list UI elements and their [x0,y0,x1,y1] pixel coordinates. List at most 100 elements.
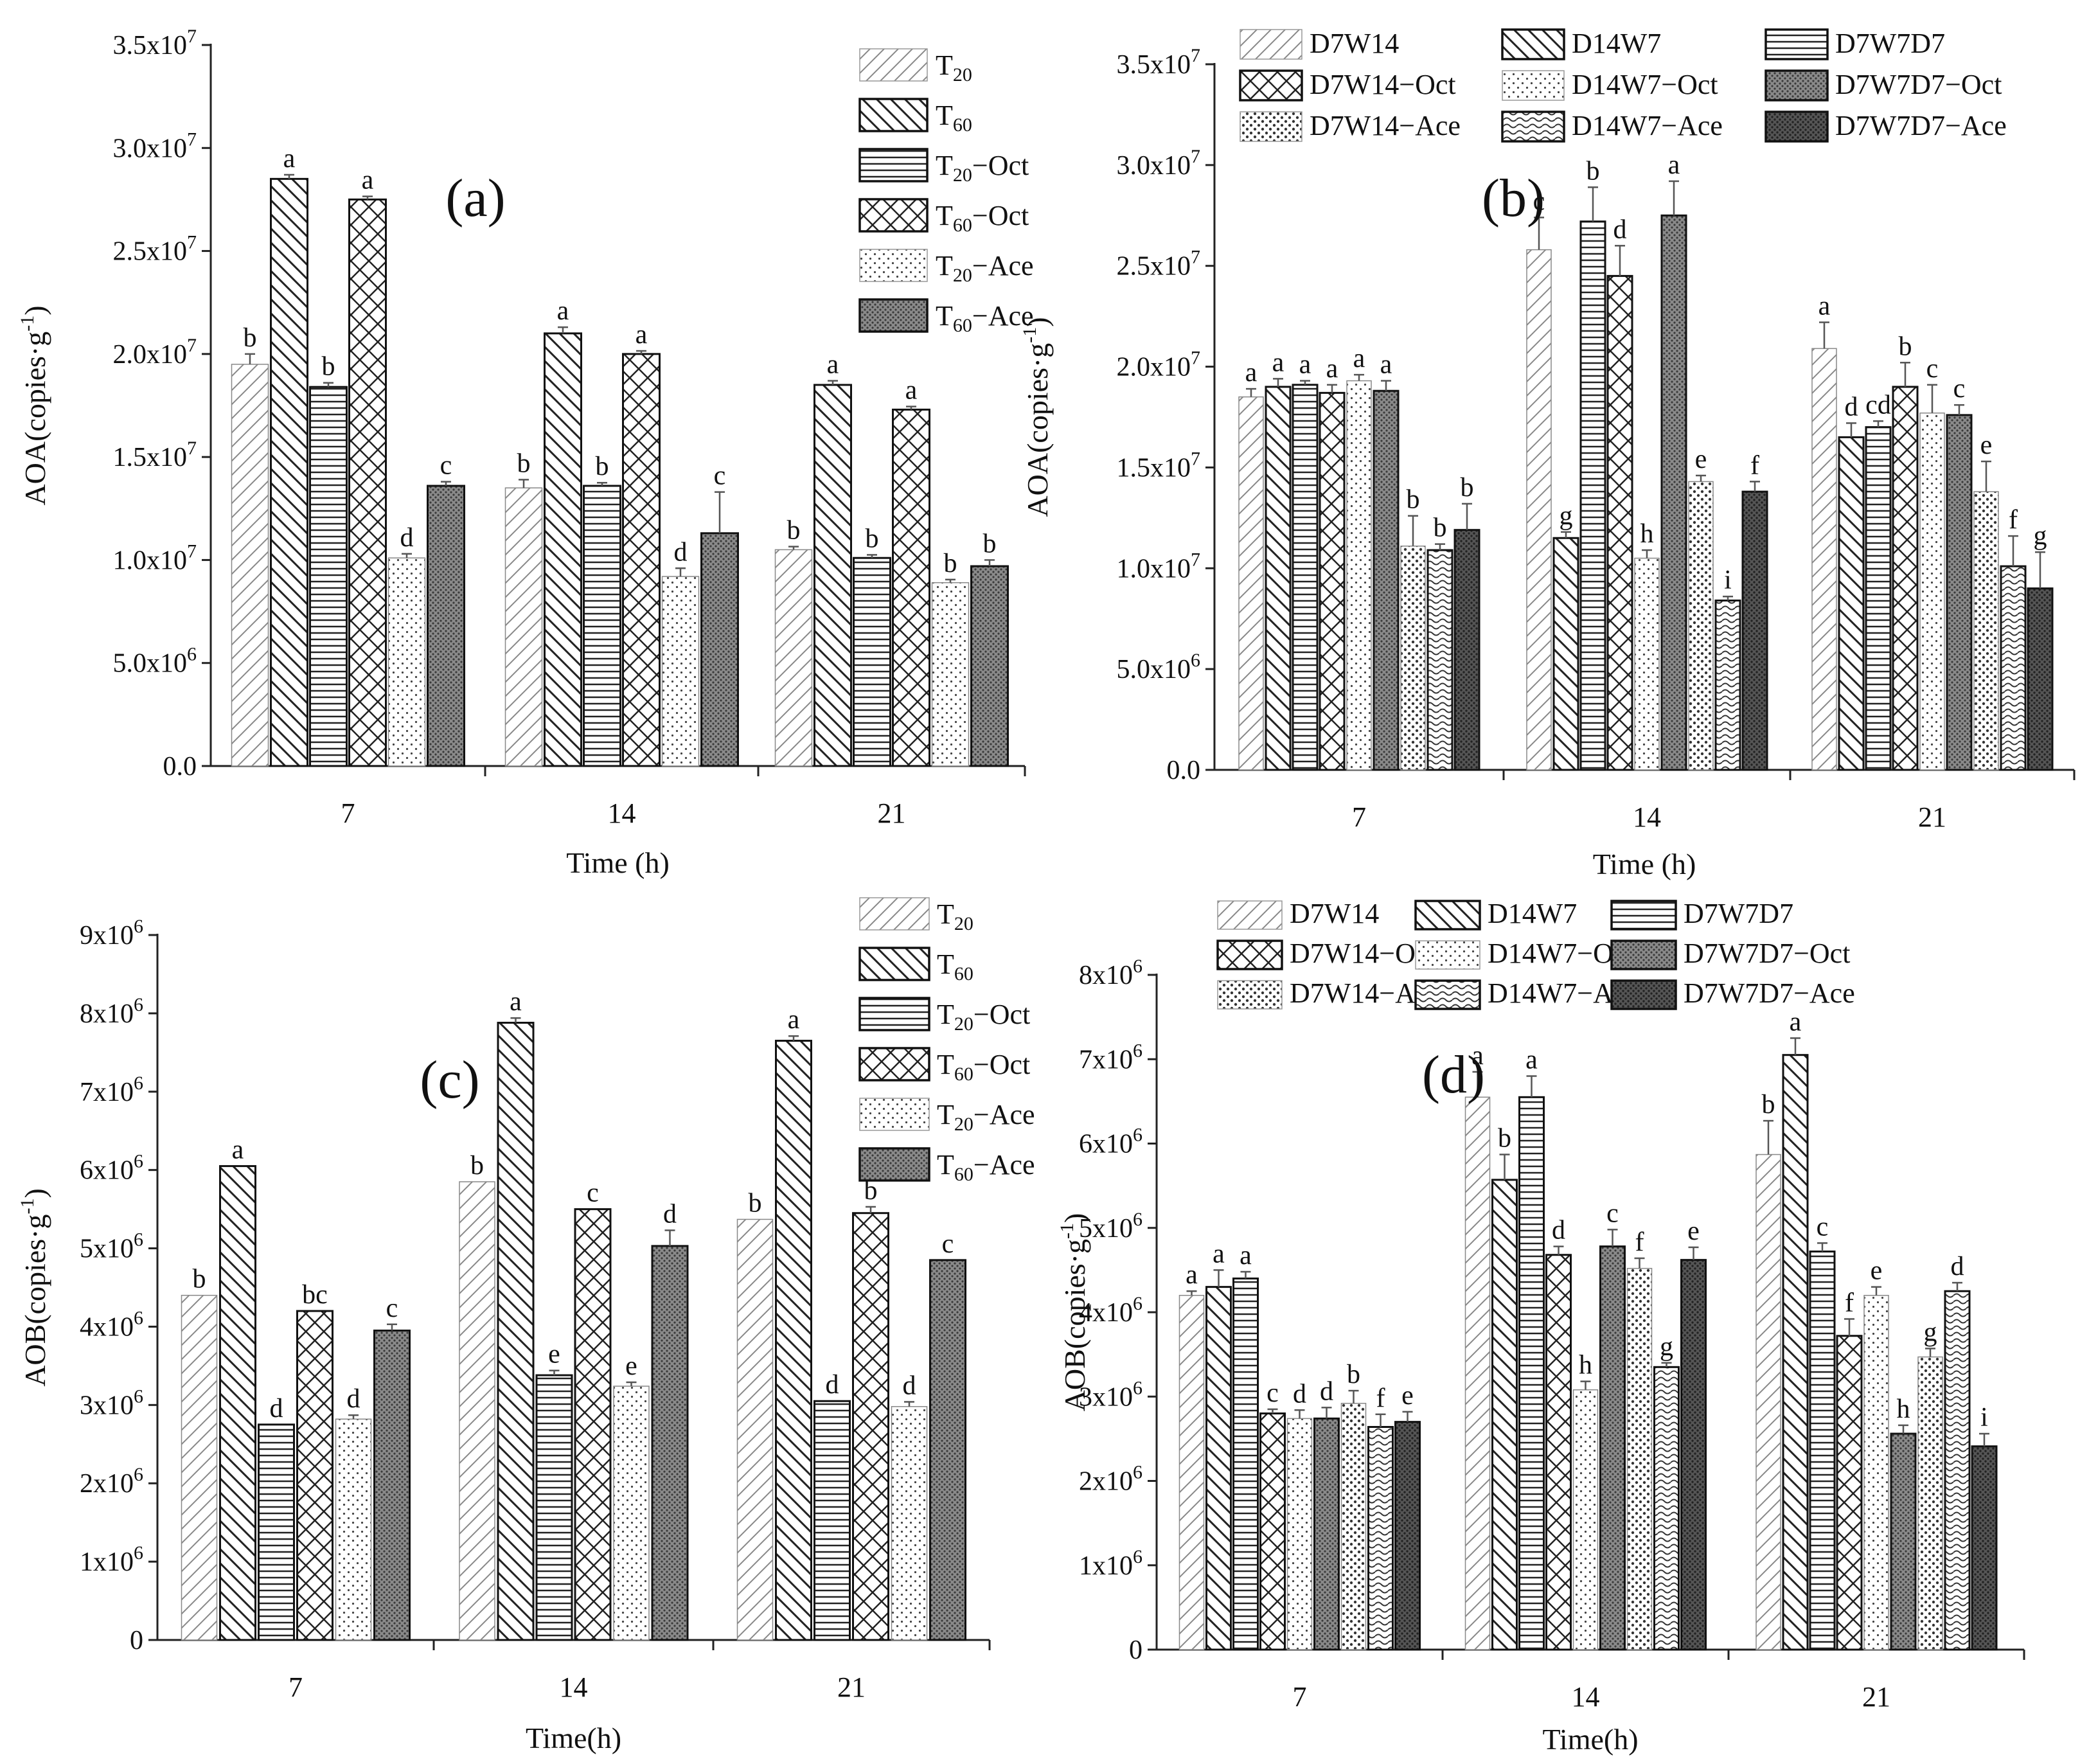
bar-t60-21 [813,384,852,767]
significance-letter: cd [1865,390,1891,420]
bar-t60-ace-14 [700,532,739,767]
bar-t20-ace-7 [335,1418,372,1641]
bar-d7w14-oct-14 [1606,274,1633,771]
legend-label: T20−Oct [936,150,1029,186]
significance-letter: d [674,537,688,567]
significance-letter: a [1668,150,1680,180]
legend-label: T20−Ace [936,250,1034,286]
significance-letter: c [714,461,726,491]
bar-d14w7-oct-21 [1863,1295,1889,1650]
bar-t20-oct-7 [309,386,348,767]
significance-letter: b [517,449,531,478]
legend-swatch [1501,111,1565,143]
y-tick-label: 2.5x107 [1117,247,1201,281]
legend-swatch [858,198,929,233]
bar-d7w14-14 [1464,1096,1491,1650]
bar-d7w7d7-oct-14 [1599,1245,1626,1651]
y-tick-label: 5.0x106 [1117,650,1201,684]
bar-d7w7d7-ace-21 [2027,587,2054,771]
x-axis-title: Time (h) [566,846,670,879]
bar-d7w14-7 [1178,1295,1205,1650]
bar-d7w14-14 [1526,249,1552,771]
bar-d7w14-oct-7 [1319,391,1346,771]
legend-swatch [859,1098,930,1131]
legend-swatch [858,997,930,1031]
significance-letter: a [1213,1239,1225,1269]
significance-letter: b [1899,332,1912,361]
significance-letter: e [1695,445,1707,474]
significance-letter: e [1980,431,1993,460]
significance-letter: d [1552,1216,1565,1245]
legend-label: D7W7D7−Ace [1684,977,1855,1009]
bar-d14w7-7 [1265,386,1292,771]
x-tick-label: 7 [1352,801,1366,833]
significance-letter: a [636,320,648,350]
x-tick-label: 21 [1862,1681,1890,1713]
bar-d7w14-oct-21 [1892,386,1919,771]
bar-d14w7-oct-14 [1634,557,1660,771]
significance-letter: a [1353,344,1365,373]
y-tick-label: 4x106 [1079,1293,1142,1328]
legend-label: T60 [937,949,973,984]
bar-d14w7-ace-21 [1944,1290,1971,1651]
significance-letter: c [942,1229,954,1259]
significance-letter: b [1762,1090,1775,1119]
y-tick-label: 2.5x107 [113,232,197,267]
significance-letter: g [1924,1317,1937,1347]
bar-d7w14-oct-7 [1259,1412,1286,1651]
x-axis-title: Time (h) [1593,848,1696,880]
y-tick-label: 7x106 [80,1073,143,1107]
significance-letter: c [1267,1378,1279,1408]
significance-letter: d [1320,1376,1333,1406]
bar-t60-ace-7 [373,1330,411,1641]
legend-label: T60 [936,100,972,136]
significance-letter: d [1293,1379,1306,1409]
significance-letter: f [1635,1227,1644,1257]
legend-swatch [1217,980,1283,1010]
y-tick-label: 1.5x107 [113,438,197,472]
y-tick-label: 3.5x107 [113,26,197,60]
legend-swatch [1239,69,1303,102]
legend-swatch [1765,69,1829,102]
y-tick-label: 6x106 [1079,1125,1142,1159]
significance-letter: b [864,1176,878,1206]
significance-letter: b [983,529,997,558]
bar-t20-ace-7 [387,557,426,767]
x-tick-label: 7 [341,797,355,829]
bar-t20-7 [181,1294,218,1641]
y-tick-label: 3x106 [1079,1377,1142,1412]
significance-letter: i [1980,1403,1988,1432]
y-axis-title: AOA(copies·g-1) [17,305,51,505]
y-tick-label: 5x106 [80,1229,143,1264]
legend-label: D7W7D7 [1835,28,1945,59]
legend-swatch [858,298,929,333]
y-tick-label: 0.0 [163,752,197,781]
legend-swatch [858,1147,930,1182]
significance-letter: d [1951,1252,1964,1281]
significance-letter: d [1613,215,1627,244]
y-tick-label: 0 [130,1626,143,1655]
bar-d14w7-ace-7 [1427,549,1453,771]
legend-label: T20−Ace [937,1099,1035,1135]
significance-letter: a [788,1005,800,1035]
significance-letter: a [1240,1241,1252,1270]
significance-letter: d [663,1200,677,1229]
significance-letter: b [1587,156,1600,186]
bar-d7w14-ace-14 [1626,1268,1653,1650]
bar-t60-oct-14 [574,1208,612,1641]
legend-swatch [1217,900,1283,930]
panel-c-chart: 0 1x106 2x106 3x106 4x106 5x106 6x106 7x106 8x10… [17,897,1035,1754]
bar-d14w7-oct-21 [1919,412,1945,771]
legend-label: D14W7−Oct [1488,938,1634,969]
legend-label: D14W7 [1488,898,1577,929]
significance-letter: c [1817,1212,1829,1242]
legend-swatch [1414,979,1481,1010]
bar-t60-ace-21 [970,565,1009,767]
legend-label: D14W7−Ace [1572,110,1723,141]
y-tick-label: 2x106 [1079,1462,1142,1497]
legend-swatch [1610,979,1677,1010]
bar-t20-ace-21 [931,582,970,767]
significance-letter: c [1953,374,1966,404]
legend-swatch [858,1047,930,1082]
bar-t20-14 [504,487,543,767]
